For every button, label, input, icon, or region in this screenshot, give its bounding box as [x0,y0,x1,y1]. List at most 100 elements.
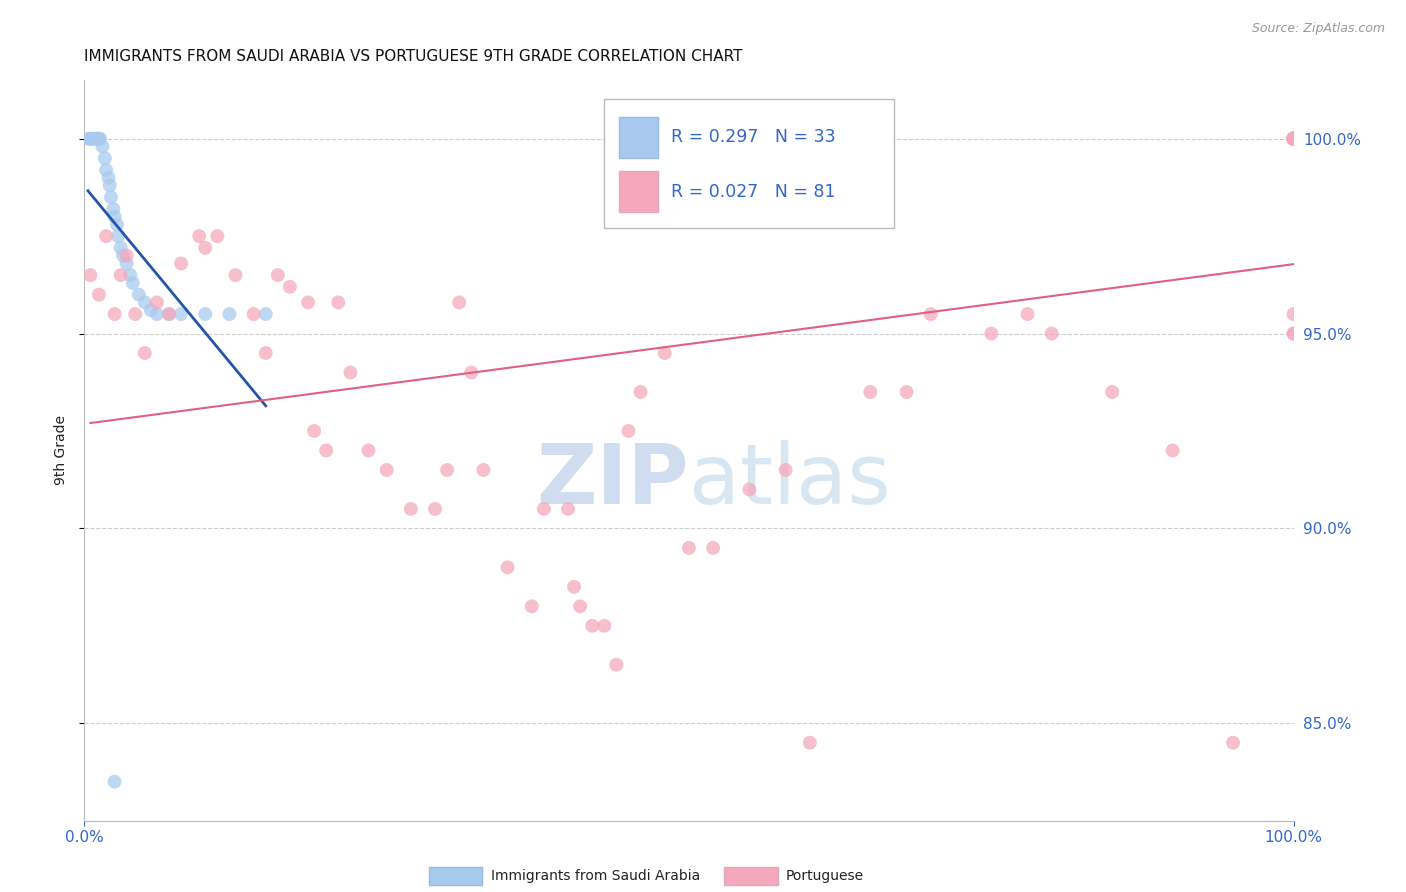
Point [1282,132,1305,146]
Point [775,463,797,477]
Point [128,287,150,301]
Point [460,366,482,380]
Point [1222,736,1244,750]
Point [339,366,361,380]
Point [375,463,398,477]
Point [124,307,146,321]
Point [1101,384,1123,399]
Text: atlas: atlas [689,440,890,521]
Point [110,241,132,255]
Point [1282,326,1305,341]
Point [194,307,217,321]
Point [115,256,138,270]
Point [297,295,319,310]
Point [104,210,127,224]
Point [77,132,100,146]
Point [1282,132,1305,146]
Point [557,502,579,516]
Point [593,619,616,633]
Point [399,502,422,516]
Point [94,162,117,177]
Point [1282,132,1305,146]
Point [1282,132,1305,146]
Point [134,295,156,310]
Point [1282,132,1305,146]
Point [859,384,882,399]
Point [1282,132,1305,146]
Point [89,132,111,146]
Point [194,241,217,255]
Point [1282,307,1305,321]
Point [423,502,446,516]
Point [79,268,101,282]
Point [1282,132,1305,146]
Point [1040,326,1063,341]
Point [1282,132,1305,146]
Point [139,303,162,318]
Point [1282,132,1305,146]
Point [218,307,240,321]
Point [1282,132,1305,146]
Point [86,132,108,146]
Point [1282,132,1305,146]
Point [98,178,121,193]
Text: ZIP: ZIP [537,440,689,521]
Point [1282,132,1305,146]
Point [1282,132,1305,146]
FancyBboxPatch shape [619,171,658,212]
Point [1282,132,1305,146]
Point [569,599,592,614]
Point [357,443,380,458]
Point [449,295,471,310]
Point [94,229,117,244]
Point [105,218,128,232]
Point [80,132,103,146]
Point [302,424,325,438]
Text: Portuguese: Portuguese [786,869,865,883]
Point [120,268,142,282]
Point [605,657,627,672]
Point [328,295,350,310]
Point [207,229,229,244]
Point [436,463,458,477]
Point [1282,132,1305,146]
Y-axis label: 9th Grade: 9th Grade [55,416,69,485]
FancyBboxPatch shape [605,99,894,228]
Point [1282,132,1305,146]
Text: R = 0.027   N = 81: R = 0.027 N = 81 [671,183,835,201]
Point [79,132,101,146]
Point [146,307,169,321]
Point [110,268,132,282]
Point [980,326,1002,341]
Point [103,202,125,216]
Point [1282,132,1305,146]
Point [254,346,277,360]
Point [107,229,129,244]
Point [738,483,761,497]
Point [1282,132,1305,146]
Point [121,276,143,290]
Point [1282,326,1305,341]
Point [496,560,519,574]
Text: IMMIGRANTS FROM SAUDI ARABIA VS PORTUGUESE 9TH GRADE CORRELATION CHART: IMMIGRANTS FROM SAUDI ARABIA VS PORTUGUE… [84,49,742,64]
Point [146,295,169,310]
Point [267,268,290,282]
Point [1017,307,1039,321]
Point [617,424,640,438]
Point [104,307,127,321]
Point [100,190,122,204]
Point [472,463,495,477]
Point [170,256,193,270]
Point [242,307,264,321]
Point [87,287,110,301]
Point [1161,443,1184,458]
Point [654,346,676,360]
Point [520,599,543,614]
Point [1282,132,1305,146]
Text: Source: ZipAtlas.com: Source: ZipAtlas.com [1251,22,1385,36]
Point [115,249,138,263]
Point [1282,132,1305,146]
Point [896,384,918,399]
FancyBboxPatch shape [619,117,658,158]
Point [112,249,135,263]
